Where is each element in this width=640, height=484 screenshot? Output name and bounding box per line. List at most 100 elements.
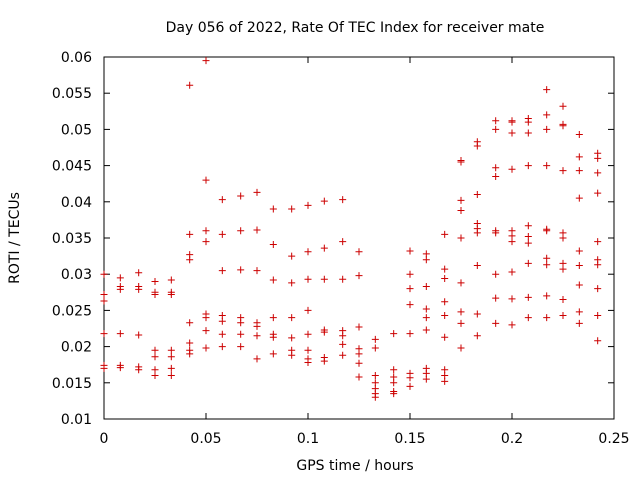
data-point <box>508 165 516 173</box>
data-point <box>422 375 430 383</box>
data-point <box>237 330 245 338</box>
data-point <box>559 265 567 273</box>
data-point <box>575 308 583 316</box>
data-point <box>524 129 532 137</box>
data-point <box>116 285 124 293</box>
data-point <box>524 162 532 170</box>
data-point <box>543 111 551 119</box>
data-point <box>253 188 261 196</box>
data-point <box>371 344 379 352</box>
data-point <box>441 275 449 283</box>
data-point <box>202 176 210 184</box>
data-point <box>339 340 347 348</box>
data-point <box>524 233 532 241</box>
data-point <box>473 310 481 318</box>
data-point <box>100 364 108 372</box>
data-point <box>288 279 296 287</box>
data-point <box>339 332 347 340</box>
data-point <box>304 359 312 367</box>
data-point <box>543 292 551 300</box>
data-point <box>288 205 296 213</box>
data-point <box>288 314 296 322</box>
data-point <box>151 353 159 361</box>
data-point <box>492 319 500 327</box>
data-point <box>167 353 175 361</box>
data-point <box>524 222 532 230</box>
x-tick-label: 0.2 <box>501 431 523 447</box>
data-point <box>422 326 430 334</box>
data-point <box>441 311 449 319</box>
data-point <box>116 274 124 282</box>
data-point <box>543 162 551 170</box>
data-point <box>269 333 277 341</box>
data-point <box>441 230 449 238</box>
data-point <box>304 275 312 283</box>
data-point <box>508 321 516 329</box>
data-point <box>473 229 481 237</box>
y-tick-label: 0.03 <box>61 267 92 283</box>
data-point <box>320 275 328 283</box>
x-tick-label: 0.25 <box>598 431 629 447</box>
data-point <box>559 311 567 319</box>
data-point <box>508 268 516 276</box>
data-point <box>524 239 532 247</box>
x-tick-label: 0.1 <box>297 431 319 447</box>
data-point <box>492 164 500 172</box>
data-point <box>406 374 414 382</box>
data-point <box>594 154 602 162</box>
data-point <box>543 261 551 269</box>
data-point <box>575 262 583 270</box>
data-point <box>135 331 143 339</box>
data-point <box>508 238 516 246</box>
data-point <box>320 197 328 205</box>
data-point <box>492 270 500 278</box>
data-point <box>218 196 226 204</box>
data-point <box>575 194 583 202</box>
data-point <box>304 330 312 338</box>
data-point <box>339 238 347 246</box>
y-tick-label: 0.06 <box>61 50 92 66</box>
data-point <box>269 350 277 358</box>
data-point <box>320 357 328 365</box>
data-point <box>457 344 465 352</box>
data-point <box>269 314 277 322</box>
data-point <box>202 314 210 322</box>
data-point <box>288 252 296 260</box>
data-point <box>543 227 551 235</box>
data-point <box>202 327 210 335</box>
data-point <box>237 343 245 351</box>
data-point <box>135 366 143 374</box>
data-point <box>202 57 210 65</box>
data-point <box>371 372 379 380</box>
data-point <box>320 328 328 336</box>
y-tick-label: 0.04 <box>61 195 92 211</box>
x-axis: 0 0.05 0.1 0.15 0.2 0.25 <box>100 57 630 447</box>
data-point <box>594 285 602 293</box>
data-point <box>441 265 449 273</box>
data-point <box>202 227 210 235</box>
data-point <box>355 323 363 331</box>
y-tick-label: 0.02 <box>61 340 92 356</box>
data-point <box>186 256 194 264</box>
data-point <box>406 247 414 255</box>
data-point <box>508 118 516 126</box>
data-point <box>594 261 602 269</box>
data-point <box>167 372 175 380</box>
data-point <box>457 319 465 327</box>
x-tick-label: 0 <box>100 431 109 447</box>
data-point <box>167 346 175 354</box>
data-point <box>186 339 194 347</box>
data-point <box>355 350 363 358</box>
data-point <box>457 279 465 287</box>
data-point <box>218 267 226 275</box>
data-point <box>406 270 414 278</box>
data-point <box>304 346 312 354</box>
data-point <box>441 333 449 341</box>
y-tick-label: 0.025 <box>52 303 92 319</box>
data-point <box>218 330 226 338</box>
y-tick-label: 0.01 <box>61 412 92 428</box>
data-point <box>186 230 194 238</box>
data-point <box>151 277 159 285</box>
y-axis: 0.01 0.015 0.02 0.025 0.03 0.035 0.04 0.045 0.05… <box>52 50 614 428</box>
